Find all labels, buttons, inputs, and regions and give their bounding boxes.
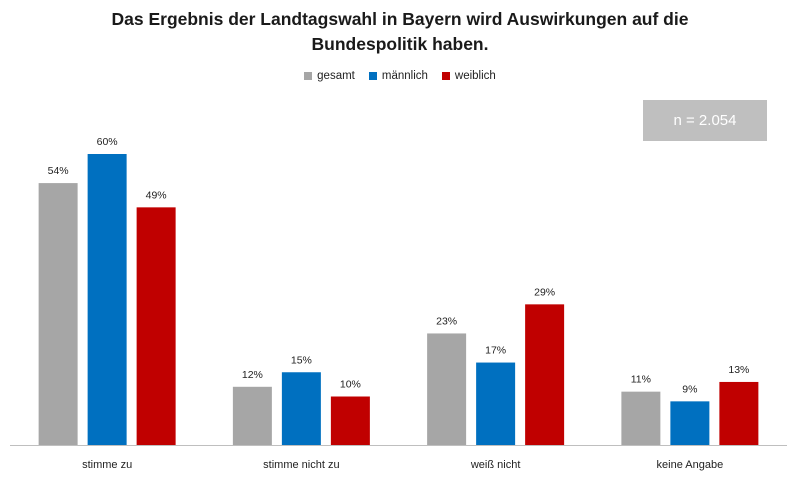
legend-item-gesamt: gesamt (304, 70, 355, 82)
category-label-1: stimme nicht zu (263, 459, 339, 471)
data-label-maennlich-3: 9% (682, 383, 697, 395)
bar-weiblich-0 (136, 207, 176, 445)
bar-gesamt-3 (621, 391, 661, 445)
chart-title-line-1: Das Ergebnis der Landtagswahl in Bayern … (111, 9, 689, 29)
legend-swatch-maennlich (368, 72, 377, 80)
category-label-0: stimme zu (82, 459, 132, 471)
sample-size-box: n = 2.054 (643, 100, 767, 141)
data-label-gesamt-1: 12% (242, 369, 263, 381)
legend-item-weiblich: weiblich (441, 70, 496, 82)
legend-label-weiblich: weiblich (454, 70, 496, 82)
chart-title: Das Ergebnis der Landtagswahl in Bayern … (0, 7, 800, 57)
data-label-weiblich-1: 10% (340, 379, 361, 391)
bar-maennlich-1 (281, 372, 321, 445)
data-label-gesamt-2: 23% (436, 315, 457, 327)
data-label-weiblich-0: 49% (146, 189, 167, 201)
bar-maennlich-2 (476, 362, 516, 445)
data-label-maennlich-2: 17% (485, 345, 506, 357)
data-label-weiblich-2: 29% (534, 286, 555, 298)
data-label-maennlich-1: 15% (291, 354, 312, 366)
legend-item-maennlich: männlich (368, 70, 428, 82)
data-label-weiblich-3: 13% (728, 364, 749, 376)
data-label-maennlich-0: 60% (97, 136, 118, 148)
data-label-gesamt-3: 11% (631, 374, 651, 386)
bar-weiblich-1 (330, 396, 370, 445)
bar-gesamt-2 (427, 333, 467, 445)
bar-gesamt-1 (232, 386, 272, 445)
data-label-gesamt-0: 54% (48, 165, 69, 177)
chart-title-line-2: Bundespolitik haben. (311, 34, 489, 54)
bar-weiblich-2 (525, 304, 565, 445)
bar-maennlich-3 (670, 401, 710, 445)
bar-gesamt-0 (38, 183, 78, 445)
legend-swatch-weiblich (441, 72, 450, 80)
bar-weiblich-3 (719, 381, 759, 445)
bar-maennlich-0 (87, 154, 127, 445)
legend-label-gesamt: gesamt (317, 70, 355, 82)
category-label-3: keine Angabe (657, 459, 724, 471)
chart-legend: gesamt männlich weiblich (0, 70, 800, 82)
category-label-2: weiß nicht (470, 459, 521, 471)
legend-label-maennlich: männlich (381, 70, 428, 82)
legend-swatch-gesamt (304, 72, 313, 80)
sample-size-label: n = 2.054 (673, 112, 737, 129)
